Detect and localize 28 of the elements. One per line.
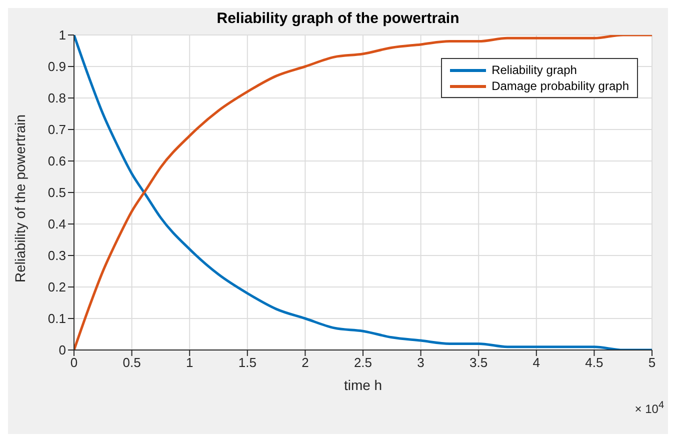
y-tick-label: 0.8 — [48, 90, 66, 106]
y-tick-label: 0.7 — [48, 122, 66, 138]
y-tick-label: 0.2 — [48, 280, 66, 295]
y-tick-label: 0.6 — [48, 154, 66, 169]
y-tick-label: 0.5 — [48, 185, 66, 200]
x-tick-label: 3 — [417, 355, 424, 370]
x-tick-label: 1.5 — [238, 355, 256, 370]
x-tick-label: 4.5 — [585, 355, 604, 370]
x-tick-label: 4 — [532, 355, 540, 370]
x-tick-label: 3.5 — [470, 355, 488, 370]
x-tick-label: 0.5 — [122, 355, 141, 370]
x-tick-label: 2 — [302, 355, 309, 370]
x-tick-label: 0 — [70, 355, 78, 370]
y-tick-label: 1 — [58, 28, 66, 43]
legend-label: Damage probability graph — [492, 78, 629, 94]
y-tick-label: 0.1 — [48, 311, 66, 326]
x-tick-label: 5 — [648, 355, 656, 370]
legend-label: Reliability graph — [492, 62, 577, 78]
y-tick-label: 0.9 — [48, 59, 66, 74]
chart-title: Reliability graph of the powertrain — [216, 10, 460, 27]
x-tick-label: 1 — [186, 355, 194, 370]
y-tick-label: 0.4 — [48, 216, 66, 232]
y-axis-title: Reliability of the powertrain — [12, 114, 28, 282]
x-tick-label: 2.5 — [354, 355, 372, 370]
x-axis-title: time h — [344, 377, 382, 393]
y-tick-label: 0.3 — [48, 248, 66, 264]
text: × 10$^{4}$ — [634, 400, 664, 416]
y-tick-label: 0 — [58, 342, 66, 358]
